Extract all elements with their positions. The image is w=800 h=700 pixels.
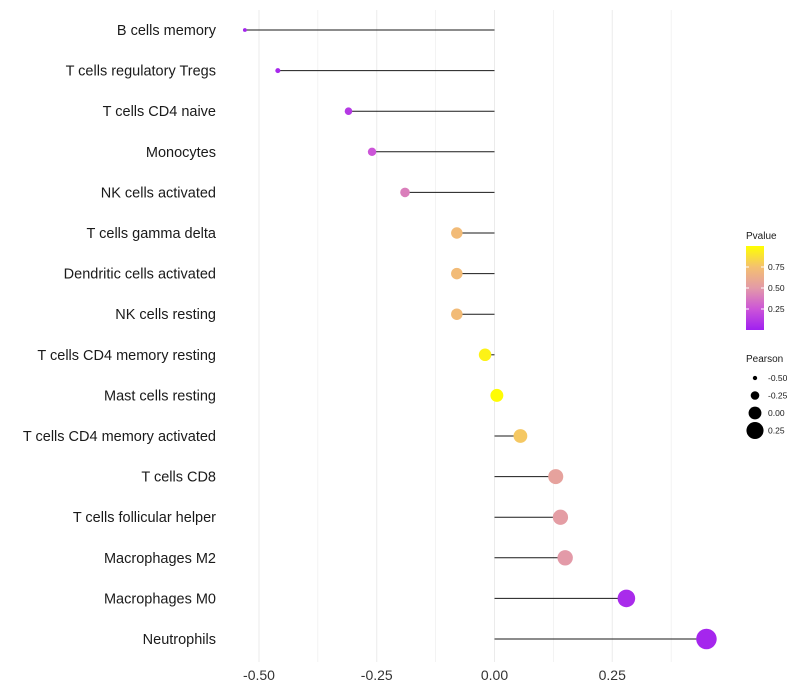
size-legend-dot [750,391,760,400]
x-axis-ticks: -0.50 -0.25 0.00 0.25 [243,667,626,683]
pvalue-legend-title: Pvalue [746,231,777,242]
size-legend-label: 0.25 [768,426,785,436]
lollipop-dots [242,28,717,650]
category-label: Neutrophils [143,632,216,648]
pearson-legend-title: Pearson [746,354,783,365]
lollipop-dot [548,469,564,485]
lollipop-dot [275,68,281,74]
lollipop-dot [478,348,492,362]
category-label: T cells CD8 [141,470,216,486]
lollipop-stems [244,29,707,640]
colorbar-tick-label: 0.25 [768,304,785,314]
lollipop-dot [451,308,463,320]
pvalue-colorbar [746,246,764,330]
colorbar-tick-label: 0.75 [768,262,785,272]
category-label: NK cells resting [115,307,216,323]
lollipop-dot [552,509,569,525]
pvalue-legend-ticks: 0.25 0.50 0.75 [746,262,785,314]
category-label: B cells memory [117,23,217,39]
category-label: T cells regulatory Tregs [66,64,216,80]
lollipop-dot [451,267,463,280]
size-legend-dot [748,406,762,420]
category-label: T cells follicular helper [73,510,216,526]
grid-lines [258,10,672,662]
category-label: Dendritic cells activated [64,267,216,283]
category-label: Mast cells resting [104,388,216,404]
x-tick-label: 0.25 [599,667,626,683]
size-legend-dot [752,375,758,381]
lollipop-dot [400,187,410,198]
category-label: T cells CD4 memory activated [23,429,216,445]
category-label: Macrophages M2 [104,551,216,567]
lollipop-dot [242,28,247,32]
x-tick-label: -0.25 [361,667,393,683]
lollipop-dot [451,227,463,239]
category-label: T cells CD4 naive [103,104,216,120]
lollipop-dot [696,628,717,650]
category-label: NK cells activated [101,185,216,201]
lollipop-dot [617,589,636,608]
category-label: T cells gamma delta [87,226,217,242]
size-legend-dot [746,421,764,440]
x-tick-label: 0.00 [481,667,508,683]
legend: Pvalue 0.25 0.50 0.75 Pearson -0.50 -0.25 0.… [746,231,788,440]
lollipop-dot [367,147,377,157]
x-tick-label: -0.50 [243,667,275,683]
lollipop-dot [344,107,353,115]
size-legend-label: 0.00 [768,408,785,418]
lollipop-dot [490,388,504,402]
category-label: T cells CD4 memory resting [37,348,216,364]
colorbar-tick-label: 0.50 [768,283,785,293]
size-legend-label: -0.25 [768,391,788,401]
category-label: Monocytes [146,145,216,161]
pearson-legend-keys: -0.50 -0.25 0.00 0.25 [746,373,788,440]
lollipop-dot [557,550,573,566]
category-labels: B cells memory T cells regulatory Tregs T … [23,23,217,648]
size-legend-label: -0.50 [768,373,788,383]
category-label: Macrophages M0 [104,591,216,607]
lollipop-dot [513,429,528,443]
